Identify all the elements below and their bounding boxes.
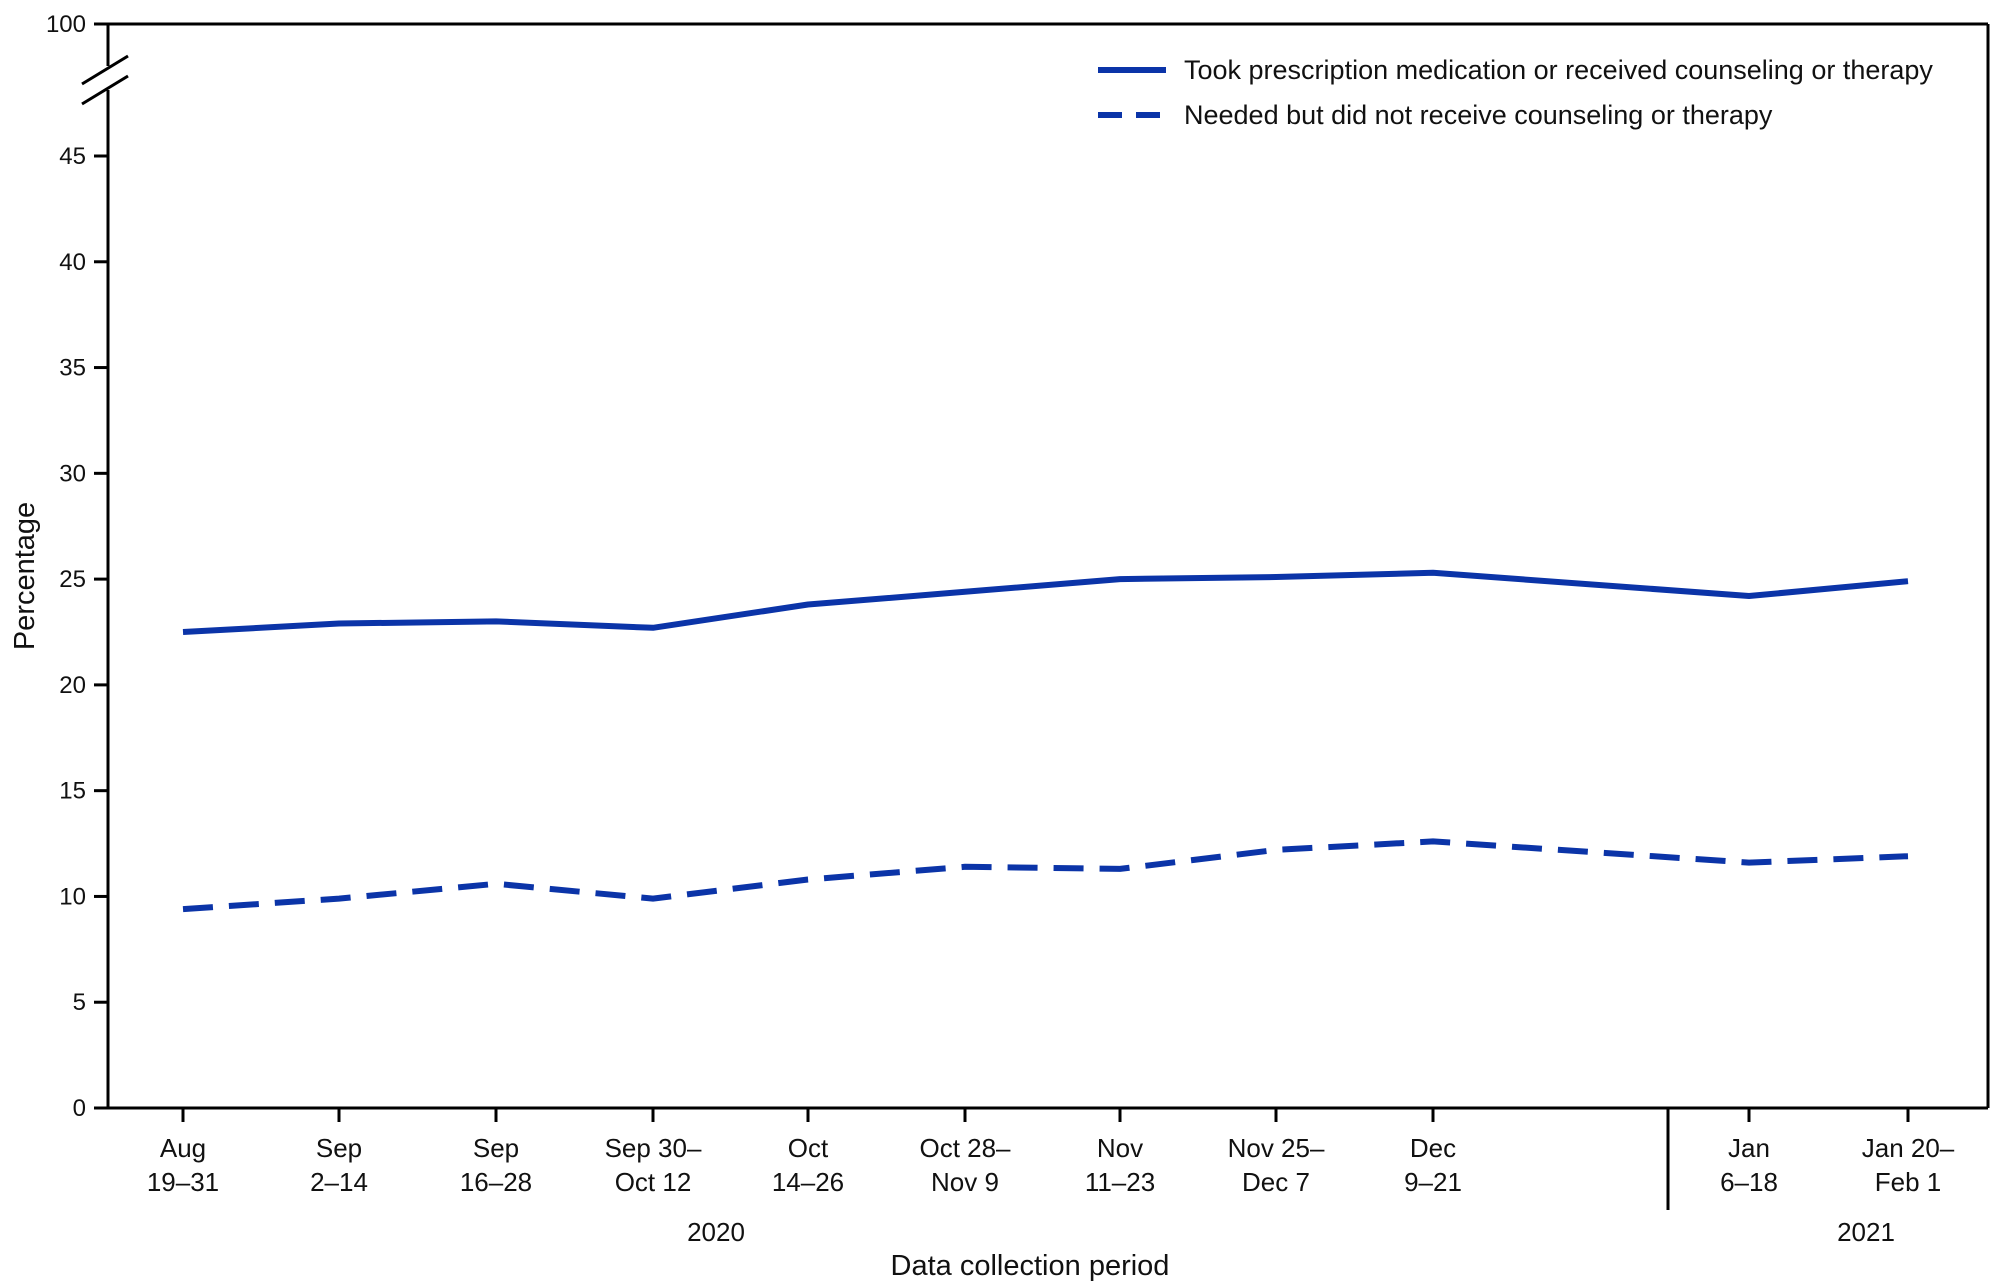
axis-break-mark-upper — [81, 54, 129, 86]
x-tick-label-line2-4: 14–26 — [772, 1167, 844, 1197]
x-tick-label-line1-4: Oct — [788, 1133, 829, 1163]
x-tick-label-line1-10: Jan 20– — [1862, 1133, 1955, 1163]
x-tick-label-line1-7: Nov 25– — [1228, 1133, 1325, 1163]
x-tick-label-line1-3: Sep 30– — [605, 1133, 702, 1163]
x-tick-label-line2-7: Dec 7 — [1242, 1167, 1310, 1197]
x-tick-label-line1-1: Sep — [316, 1133, 362, 1163]
axis-break-mark-lower — [81, 74, 129, 106]
x-tick-label-line1-6: Nov — [1097, 1133, 1143, 1163]
x-tick-label-line2-0: 19–31 — [147, 1167, 219, 1197]
y-tick-label-30: 30 — [59, 460, 86, 487]
x-tick-label-line1-2: Sep — [473, 1133, 519, 1163]
y-tick-label-15: 15 — [59, 778, 86, 805]
series-line-2 — [182, 838, 1909, 913]
y-tick-label-45: 45 — [59, 143, 86, 170]
y-tick-label-5: 5 — [73, 989, 86, 1016]
x-axis-ticks: Aug 19–31 Sep 2–14 Sep 16–28 Sep 30– Oct 12 Oct 1… — [147, 1108, 1955, 1247]
chart-legend: Took prescription medication or received… — [1098, 55, 1933, 130]
y-tick-label-25: 25 — [59, 566, 86, 593]
y-tick-label-100: 100 — [46, 11, 86, 38]
x-tick-label-line2-1: 2–14 — [310, 1167, 368, 1197]
y-axis-ticks: 0 5 10 15 20 25 30 35 40 45 100 — [46, 11, 108, 1122]
x-tick-label-line2-6: 11–23 — [1085, 1167, 1155, 1197]
y-tick-label-40: 40 — [59, 249, 86, 276]
x-tick-label-line1-5: Oct 28– — [919, 1133, 1011, 1163]
x-tick-label-line2-10: Feb 1 — [1875, 1167, 1942, 1197]
y-axis-title: Percentage — [9, 502, 41, 650]
x-axis-title: Data collection period — [891, 1250, 1170, 1282]
y-tick-label-10: 10 — [59, 883, 86, 910]
chart-axes — [81, 22, 1990, 1110]
year-label-2021: 2021 — [1837, 1217, 1895, 1247]
y-tick-label-20: 20 — [59, 672, 86, 699]
x-tick-label-line1-9: Jan — [1728, 1133, 1770, 1163]
legend-label-1: Took prescription medication or received… — [1184, 55, 1933, 85]
x-tick-label-line2-9: 6–18 — [1720, 1167, 1778, 1197]
y-tick-label-0: 0 — [73, 1095, 86, 1122]
x-tick-label-line2-3: Oct 12 — [615, 1167, 692, 1197]
x-tick-label-line2-8: 9–21 — [1404, 1167, 1462, 1197]
chart-series — [182, 569, 1909, 913]
x-tick-label-line2-2: 16–28 — [460, 1167, 532, 1197]
x-tick-label-line1-8: Dec — [1410, 1133, 1456, 1163]
y-tick-label-35: 35 — [59, 355, 86, 382]
series-line-1 — [182, 569, 1909, 635]
year-label-2020: 2020 — [687, 1217, 745, 1247]
x-tick-label-line1-0: Aug — [160, 1133, 206, 1163]
legend-label-2: Needed but did not receive counseling or… — [1184, 100, 1773, 130]
x-tick-label-line2-5: Nov 9 — [931, 1167, 999, 1197]
